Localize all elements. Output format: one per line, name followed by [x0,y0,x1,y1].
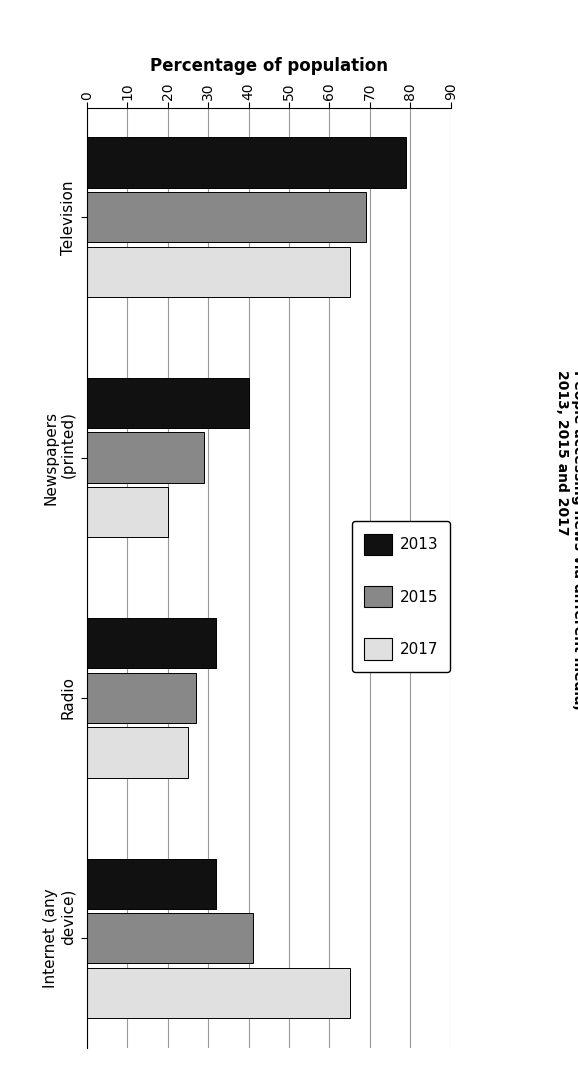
Bar [87,859,216,909]
Text: People accessing news via different media,
2013, 2015 and 2017: People accessing news via different medi… [555,370,578,710]
Legend: 2013, 2015, 2017: 2013, 2015, 2017 [352,522,450,672]
Bar [87,192,366,242]
X-axis label: Percentage of population: Percentage of population [150,57,388,75]
Bar [87,246,350,297]
Bar [87,618,216,669]
Bar [87,914,253,963]
Bar [87,487,168,538]
Bar [87,728,188,778]
Bar [87,137,406,188]
Bar [87,432,204,483]
Bar [87,378,249,428]
Bar [87,673,196,724]
Bar [87,968,350,1018]
